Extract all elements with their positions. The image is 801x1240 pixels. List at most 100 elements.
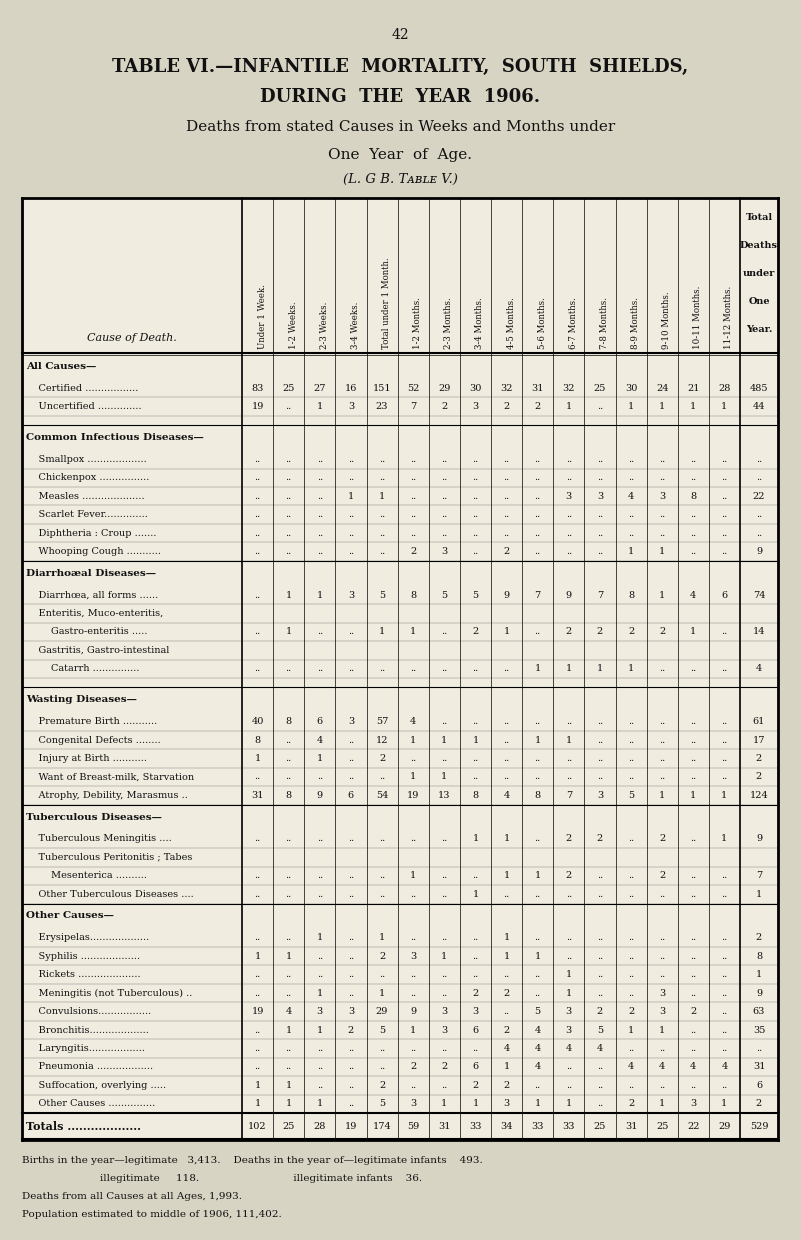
Text: 31: 31 bbox=[252, 791, 264, 800]
Text: ..: .. bbox=[722, 1025, 727, 1034]
Text: 4: 4 bbox=[534, 1044, 541, 1053]
Text: 35: 35 bbox=[753, 1025, 765, 1034]
Text: One: One bbox=[748, 298, 770, 306]
Text: 1: 1 bbox=[286, 590, 292, 600]
Text: ..: .. bbox=[690, 717, 696, 727]
Text: 2: 2 bbox=[628, 1007, 634, 1016]
Text: ..: .. bbox=[659, 474, 666, 482]
Text: ..: .. bbox=[348, 934, 354, 942]
Text: ..: .. bbox=[348, 1063, 354, 1071]
Text: ..: .. bbox=[690, 934, 696, 942]
Text: 4: 4 bbox=[628, 492, 634, 501]
Text: ..: .. bbox=[441, 510, 448, 520]
Text: 1: 1 bbox=[286, 1100, 292, 1109]
Text: ..: .. bbox=[628, 754, 634, 763]
Text: 2: 2 bbox=[756, 934, 762, 942]
Bar bbox=[22, 198, 778, 1140]
Text: ..: .. bbox=[504, 474, 509, 482]
Text: 1: 1 bbox=[255, 1100, 260, 1109]
Text: 28: 28 bbox=[718, 383, 731, 393]
Text: ..: .. bbox=[597, 872, 603, 880]
Text: ..: .. bbox=[410, 1044, 417, 1053]
Text: ..: .. bbox=[628, 773, 634, 781]
Text: 9: 9 bbox=[316, 791, 323, 800]
Text: 1: 1 bbox=[534, 872, 541, 880]
Text: ..: .. bbox=[473, 754, 478, 763]
Text: ..: .. bbox=[286, 510, 292, 520]
Text: One  Year  of  Age.: One Year of Age. bbox=[328, 148, 473, 162]
Text: 1: 1 bbox=[286, 1025, 292, 1034]
Text: 2: 2 bbox=[659, 872, 666, 880]
Text: ..: .. bbox=[473, 1044, 478, 1053]
Text: ..: .. bbox=[659, 528, 666, 538]
Text: 29: 29 bbox=[376, 1007, 388, 1016]
Text: ..: .. bbox=[504, 1007, 509, 1016]
Text: ..: .. bbox=[534, 1081, 541, 1090]
Text: Diarrhoæal Diseases—: Diarrhoæal Diseases— bbox=[26, 569, 156, 578]
Text: 52: 52 bbox=[407, 383, 420, 393]
Text: ..: .. bbox=[597, 735, 603, 744]
Text: 2: 2 bbox=[379, 754, 385, 763]
Text: 1: 1 bbox=[756, 970, 762, 980]
Text: ..: .. bbox=[597, 890, 603, 899]
Text: 8: 8 bbox=[628, 590, 634, 600]
Text: 12: 12 bbox=[376, 735, 388, 744]
Text: 9: 9 bbox=[566, 590, 572, 600]
Text: 1: 1 bbox=[628, 1025, 634, 1034]
Text: 1: 1 bbox=[316, 1025, 323, 1034]
Text: Pneumonia ..................: Pneumonia .................. bbox=[26, 1063, 153, 1071]
Text: 2: 2 bbox=[659, 835, 666, 843]
Text: 14: 14 bbox=[753, 627, 765, 636]
Text: ..: .. bbox=[410, 934, 417, 942]
Text: Births in the year—legitimate   3,413.    Deaths in the year of—legitimate infan: Births in the year—legitimate 3,413. Dea… bbox=[22, 1156, 483, 1166]
Text: 31: 31 bbox=[531, 383, 544, 393]
Text: 1: 1 bbox=[410, 627, 417, 636]
Text: 2: 2 bbox=[534, 402, 541, 412]
Text: 33: 33 bbox=[562, 1121, 575, 1131]
Text: ..: .. bbox=[379, 773, 385, 781]
Text: ..: .. bbox=[473, 951, 478, 961]
Text: 4: 4 bbox=[286, 1007, 292, 1016]
Text: 33: 33 bbox=[469, 1121, 481, 1131]
Text: 5: 5 bbox=[628, 791, 634, 800]
Text: 5: 5 bbox=[597, 1025, 603, 1034]
Text: 4: 4 bbox=[504, 791, 509, 800]
Text: 1: 1 bbox=[441, 773, 448, 781]
Text: 5: 5 bbox=[379, 1025, 385, 1034]
Text: ..: .. bbox=[628, 970, 634, 980]
Text: 2: 2 bbox=[756, 773, 762, 781]
Text: 174: 174 bbox=[372, 1121, 392, 1131]
Text: 63: 63 bbox=[753, 1007, 765, 1016]
Text: 2: 2 bbox=[441, 1063, 448, 1071]
Text: 3: 3 bbox=[441, 1007, 448, 1016]
Text: ..: .. bbox=[441, 934, 448, 942]
Text: ..: .. bbox=[348, 970, 354, 980]
Text: ..: .. bbox=[316, 627, 323, 636]
Text: 1: 1 bbox=[659, 590, 666, 600]
Text: Deaths: Deaths bbox=[740, 241, 778, 250]
Text: ..: .. bbox=[286, 474, 292, 482]
Text: 22: 22 bbox=[687, 1121, 699, 1131]
Text: ..: .. bbox=[348, 455, 354, 464]
Text: ..: .. bbox=[441, 890, 448, 899]
Text: ..: .. bbox=[286, 1063, 292, 1071]
Text: ..: .. bbox=[348, 627, 354, 636]
Text: 28: 28 bbox=[314, 1121, 326, 1131]
Text: 2: 2 bbox=[597, 835, 603, 843]
Text: ..: .. bbox=[534, 754, 541, 763]
Text: 1: 1 bbox=[379, 627, 385, 636]
Text: ..: .. bbox=[379, 665, 385, 673]
Text: ..: .. bbox=[504, 735, 509, 744]
Text: ..: .. bbox=[348, 1100, 354, 1109]
Text: ..: .. bbox=[473, 528, 478, 538]
Text: ..: .. bbox=[566, 951, 572, 961]
Text: 3: 3 bbox=[473, 402, 478, 412]
Text: ..: .. bbox=[504, 528, 509, 538]
Text: 10-11 Months.: 10-11 Months. bbox=[694, 285, 702, 348]
Text: 2: 2 bbox=[597, 1007, 603, 1016]
Text: ..: .. bbox=[566, 890, 572, 899]
Text: 19: 19 bbox=[252, 1007, 264, 1016]
Text: 4: 4 bbox=[410, 717, 417, 727]
Text: ..: .. bbox=[316, 474, 323, 482]
Text: 22: 22 bbox=[753, 492, 765, 501]
